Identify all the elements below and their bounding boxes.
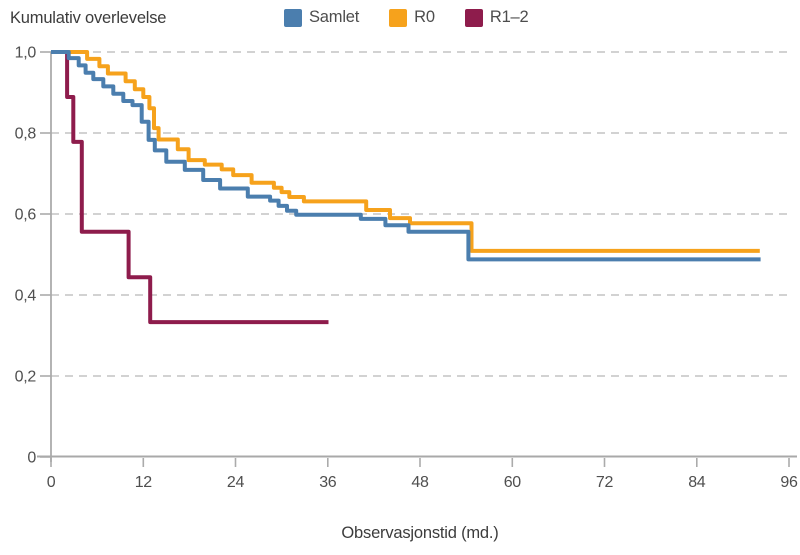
x-tick-label: 36 xyxy=(319,474,337,491)
y-tick-label: 0,8 xyxy=(15,126,37,143)
y-tick-label: 0 xyxy=(27,450,36,467)
samlet-swatch-icon xyxy=(284,8,302,27)
x-tick-label: 60 xyxy=(504,474,522,491)
y-tick-label: 0,4 xyxy=(15,288,37,305)
x-tick-label: 48 xyxy=(411,474,429,491)
y-tick-label: 0,2 xyxy=(15,369,37,386)
survival-curve-samlet xyxy=(51,50,761,262)
x-tick-label: 12 xyxy=(135,474,153,491)
legend-item-r0: R0 xyxy=(389,8,435,27)
legend: Samlet R0 R1–2 xyxy=(284,8,529,27)
y-tick-label: 1,0 xyxy=(15,45,37,62)
x-tick-label: 96 xyxy=(780,474,798,491)
y-tick-label: 0,6 xyxy=(15,207,37,224)
chart-title: Kumulativ overlevelse xyxy=(10,9,167,27)
legend-label-r1-2: R1–2 xyxy=(489,8,529,26)
x-tick-label: 72 xyxy=(596,474,614,491)
survival-curve-r1-2 xyxy=(51,50,329,325)
r0-swatch-icon xyxy=(389,8,408,27)
x-tick-label: 0 xyxy=(47,474,56,491)
legend-item-samlet: Samlet xyxy=(284,8,359,27)
r1-2-swatch-icon xyxy=(464,8,483,27)
x-axis-title: Observasjonstid (md.) xyxy=(341,524,499,542)
x-tick-label: 24 xyxy=(227,474,245,491)
legend-item-r1-2: R1–2 xyxy=(464,8,529,27)
legend-label-r0: R0 xyxy=(414,8,435,26)
survival-curve-r0 xyxy=(51,50,760,253)
legend-label-samlet: Samlet xyxy=(309,8,360,26)
x-tick-label: 84 xyxy=(688,474,706,491)
